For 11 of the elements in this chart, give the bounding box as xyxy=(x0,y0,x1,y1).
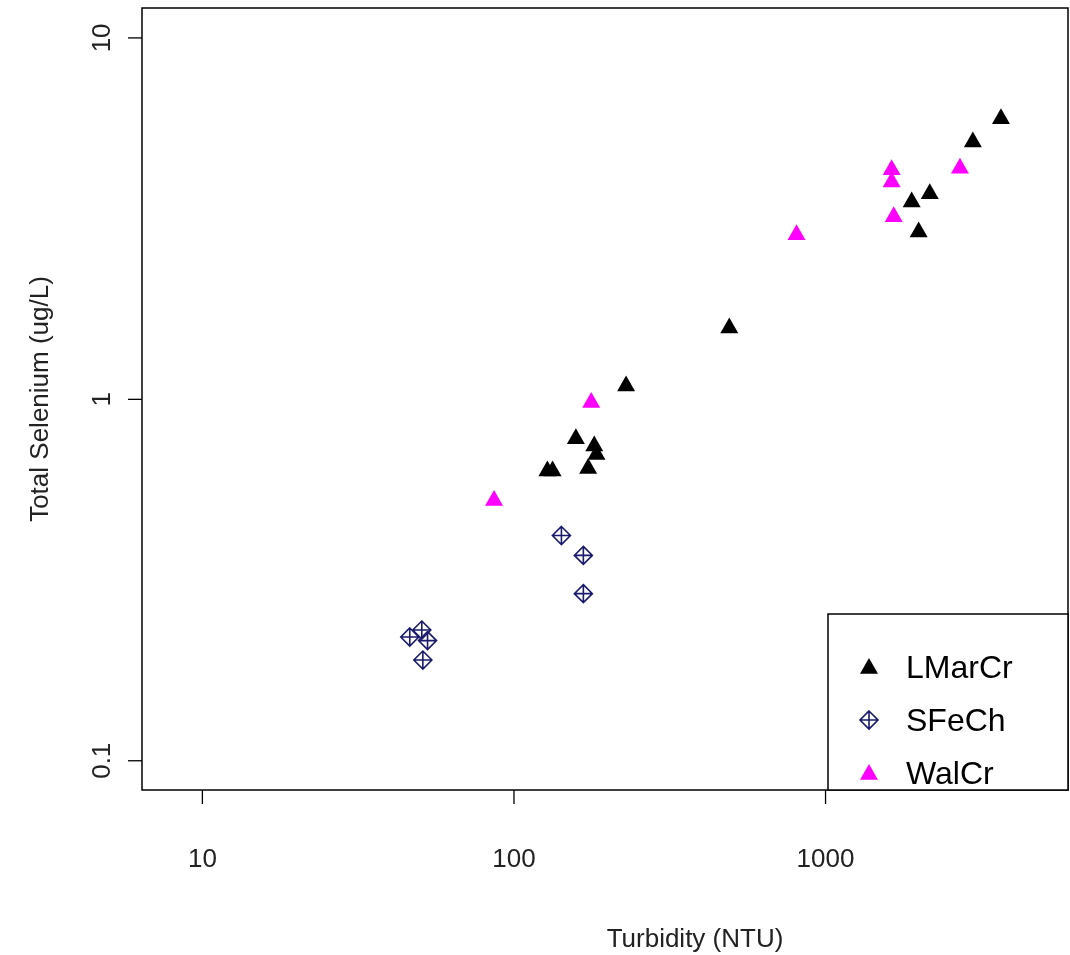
y-tick-label: 10 xyxy=(86,23,116,53)
legend-label: WalCr xyxy=(906,755,995,791)
x-tick-label: 100 xyxy=(492,843,536,873)
x-tick-label: 10 xyxy=(187,843,217,873)
legend-label: SFeCh xyxy=(906,702,1006,738)
y-tick-label: 1 xyxy=(86,392,116,407)
y-axis-title: Total Selenium (ug/L) xyxy=(24,276,54,522)
x-tick-label: 1000 xyxy=(796,843,855,873)
y-tick-label: 0.1 xyxy=(86,742,116,779)
x-axis-title: Turbidity (NTU) xyxy=(606,923,784,953)
legend-label: LMarCr xyxy=(906,649,1014,685)
